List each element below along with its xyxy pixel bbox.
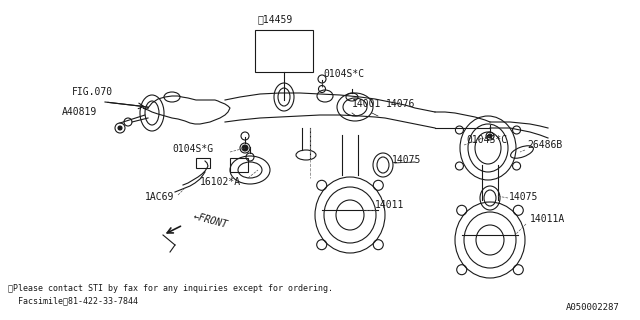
Text: ※Please contact STI by fax for any inquiries except for ordering.: ※Please contact STI by fax for any inqui… [8, 284, 333, 293]
Text: 14075: 14075 [509, 192, 538, 202]
Text: ※14459: ※14459 [258, 14, 293, 24]
Text: 14076: 14076 [386, 99, 415, 109]
Text: 0104S*C: 0104S*C [466, 135, 507, 145]
Text: Facsimile：81-422-33-7844: Facsimile：81-422-33-7844 [8, 296, 138, 305]
Circle shape [488, 134, 492, 138]
Bar [196, 158, 210, 168]
Text: 14011: 14011 [375, 200, 404, 210]
Text: A050002287: A050002287 [566, 303, 620, 312]
Circle shape [118, 126, 122, 130]
Text: A40819: A40819 [62, 107, 97, 117]
Bar [230, 158, 248, 172]
Text: 1AC69: 1AC69 [145, 192, 174, 202]
Text: ←FRONT: ←FRONT [192, 211, 228, 230]
Circle shape [242, 145, 248, 151]
Text: 0104S*G: 0104S*G [172, 144, 213, 154]
Text: 14001: 14001 [352, 99, 381, 109]
Text: 14011A: 14011A [530, 214, 565, 224]
Bar [255, 30, 313, 72]
Text: FIG.070: FIG.070 [72, 87, 113, 97]
Text: 16102*A: 16102*A [200, 177, 241, 187]
Text: 26486B: 26486B [527, 140, 563, 150]
Text: 0104S*C: 0104S*C [323, 69, 364, 79]
Text: 14075: 14075 [392, 155, 421, 165]
